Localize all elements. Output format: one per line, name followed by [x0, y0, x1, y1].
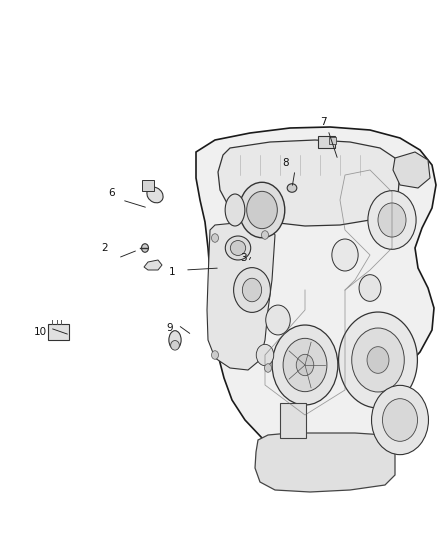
Ellipse shape	[169, 330, 181, 349]
Circle shape	[339, 312, 417, 408]
Text: 3: 3	[240, 253, 246, 263]
Bar	[142, 180, 154, 191]
Ellipse shape	[225, 194, 245, 226]
Circle shape	[272, 325, 338, 405]
Circle shape	[265, 364, 272, 372]
Polygon shape	[207, 222, 275, 370]
Circle shape	[296, 354, 314, 376]
Text: 9: 9	[167, 323, 173, 333]
Circle shape	[141, 244, 148, 252]
Circle shape	[233, 268, 270, 312]
Circle shape	[212, 351, 219, 359]
Polygon shape	[196, 127, 436, 466]
Circle shape	[368, 191, 416, 249]
Circle shape	[367, 346, 389, 373]
Text: 1: 1	[169, 267, 175, 277]
Ellipse shape	[230, 240, 246, 255]
Circle shape	[359, 274, 381, 301]
Bar	[328, 138, 336, 144]
Polygon shape	[144, 260, 162, 270]
Circle shape	[239, 182, 285, 238]
Polygon shape	[218, 140, 400, 226]
Circle shape	[332, 239, 358, 271]
Circle shape	[247, 191, 277, 229]
Ellipse shape	[171, 341, 180, 350]
Polygon shape	[255, 433, 395, 492]
Bar	[318, 136, 335, 148]
Bar	[280, 403, 306, 438]
Circle shape	[266, 305, 290, 335]
Bar	[48, 324, 69, 340]
Text: 7: 7	[320, 117, 326, 127]
Circle shape	[352, 328, 404, 392]
Circle shape	[382, 399, 417, 441]
Circle shape	[371, 385, 428, 455]
Ellipse shape	[225, 236, 251, 260]
Text: 2: 2	[102, 243, 108, 253]
Text: 6: 6	[109, 188, 115, 198]
Polygon shape	[393, 152, 430, 188]
Circle shape	[256, 344, 274, 366]
Circle shape	[212, 234, 219, 243]
Circle shape	[242, 278, 261, 302]
Text: 8: 8	[283, 158, 290, 168]
Text: 10: 10	[33, 327, 46, 337]
Circle shape	[261, 231, 268, 239]
Circle shape	[378, 203, 406, 237]
Ellipse shape	[287, 184, 297, 192]
Ellipse shape	[147, 187, 163, 203]
Circle shape	[283, 338, 327, 392]
